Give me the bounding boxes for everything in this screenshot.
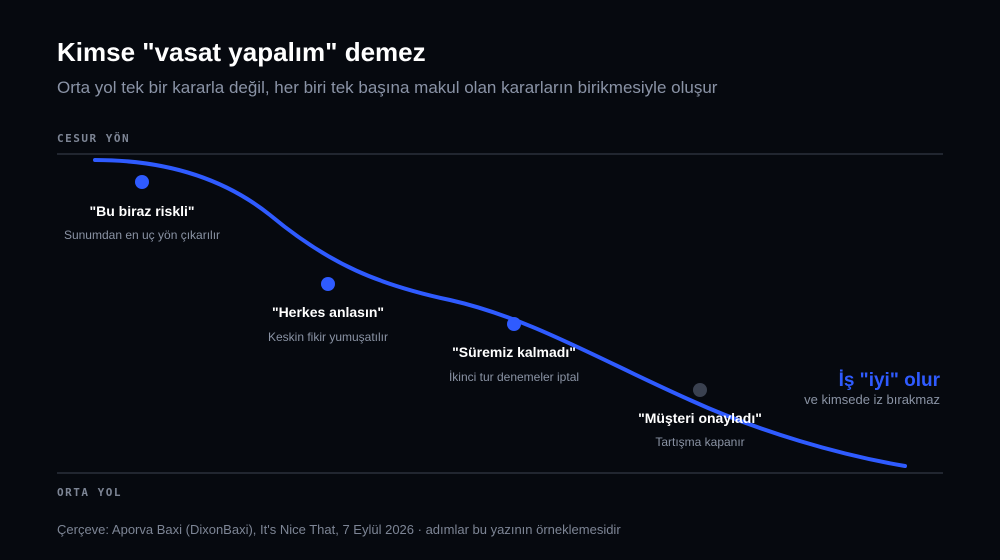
step-label: "Müşteri onayladı": [638, 410, 762, 426]
step-dot: [693, 383, 707, 397]
step-dot: [507, 317, 521, 331]
top-label: CESUR YÖN: [57, 131, 130, 145]
step-dot: [135, 175, 149, 189]
step-label: "Herkes anlasın": [272, 304, 384, 320]
bottom-label: ORTA YOL: [57, 486, 122, 499]
step-note: Sunumdan en uç yön çıkarılır: [64, 228, 220, 242]
subtitle: Orta yol tek bir kararla değil, her biri…: [57, 78, 718, 97]
step-note: İkinci tur denemeler iptal: [449, 370, 579, 384]
step-label: "Süremiz kalmadı": [452, 344, 576, 360]
drift-curve: [93, 158, 907, 468]
step-note: Keskin fikir yumuşatılır: [268, 330, 388, 344]
step-label: "Bu biraz riskli": [89, 203, 194, 219]
title: Kimse "vasat yapalım" demez: [57, 37, 426, 67]
outcome-note: ve kimsede iz bırakmaz: [804, 392, 940, 407]
outcome-label: İş "iyi" olur: [839, 370, 941, 391]
step-note: Tartışma kapanır: [655, 435, 744, 449]
step-dot: [321, 277, 335, 291]
source: Çerçeve: Aporva Baxi (DixonBaxi), It's N…: [57, 522, 621, 537]
